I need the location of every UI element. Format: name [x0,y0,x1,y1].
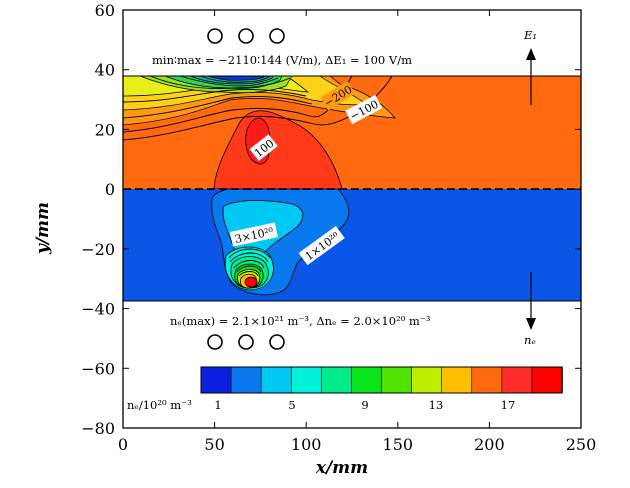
contour-line-lower-b [233,260,265,269]
colorbar-tick-3: 13 [429,398,444,412]
field-arrow [526,48,536,105]
contour-line-upper-e [199,75,271,83]
colorbar-swatch-10 [501,366,533,394]
colorbar-tick-4: 17 [501,398,516,412]
field-arrow-label: E₁ [523,28,537,42]
coil-circle-top-2 [238,28,254,44]
colorbar-swatch-3 [290,366,323,394]
colorbar-frame [200,366,563,394]
field-band-7 [207,75,267,81]
colorbar-tick-2: 9 [361,398,368,412]
colorbar-swatch-6 [381,366,413,394]
contour-line-upper-a [122,95,313,119]
contour-line-upper-d [179,75,279,87]
density-range-annotation: nₑ(max) = 2.1×10²¹ m⁻³, Δnₑ = 2.0×10²⁰ m… [170,314,431,328]
y-tick-label-7: −80 [81,419,115,438]
field-range-annotation: min∶max = −2110∶144 (V/m), ΔE₁ = 100 V/m [152,53,412,67]
field-bright-lobe [213,110,343,190]
colorbar-swatch-4 [321,366,353,394]
colorbar-swatch-2 [260,366,293,394]
density-arrow [526,272,536,330]
y-tick-label-4: −20 [81,240,115,259]
colorbar [200,366,563,394]
x-axis-ticks: 0 50 100 150 200 250 [118,10,596,454]
lower-density-region [123,189,581,301]
x-axis-title: x/mm [315,458,368,478]
colorbar-swatch-7 [411,366,443,394]
colorbar-tick-0: 1 [214,398,221,412]
y-axis-title: y/mm [33,202,53,255]
contour-line-lower-a [229,252,269,263]
x-tick-label-1: 50 [204,435,224,454]
contour-line-lower-d [238,271,259,277]
y-tick-label-2: 20 [95,120,115,139]
density-arrow-label: nₑ [524,333,536,347]
coil-circle-bottom-1 [207,334,223,350]
y-tick-label-5: −40 [81,300,115,319]
colorbar-swatch-11 [531,366,563,394]
colorbar-tick-labels: 1 5 9 13 17 [214,398,515,412]
contour-line-lower-e [228,248,271,259]
colorbar-swatch-8 [441,366,473,394]
density-peak [244,276,258,288]
x-tick-label-4: 200 [474,435,505,454]
contour-line-lower-c [236,265,262,273]
x-tick-label-5: 250 [566,435,597,454]
colorbar-swatch-0 [200,366,232,394]
colorbar-tick-1: 5 [288,398,295,412]
x-tick-label-3: 150 [383,435,414,454]
y-tick-label-6: −60 [81,359,115,378]
contour-line-upper-b [122,89,307,103]
y-axis-ticks: 60 40 20 0 −20 −40 −60 −80 [81,1,581,438]
plot-frame [122,9,582,429]
x-tick-label-0: 0 [118,435,128,454]
coil-circle-top-1 [207,28,223,44]
y-tick-label-1: 40 [95,61,115,80]
colorbar-swatch-9 [471,366,503,394]
colorbar-swatch-1 [230,366,262,394]
coil-circle-bottom-2 [238,334,254,350]
coil-circle-top-3 [269,28,285,44]
x-tick-label-2: 100 [291,435,322,454]
y-tick-label-3: 0 [105,180,115,199]
coil-circle-bottom-3 [269,334,285,350]
colorbar-label: nₑ/10²⁰ m⁻³ [127,398,192,412]
colorbar-swatch-5 [351,366,383,394]
contour-line-upper-c [149,75,291,89]
y-tick-label-0: 60 [95,1,115,20]
